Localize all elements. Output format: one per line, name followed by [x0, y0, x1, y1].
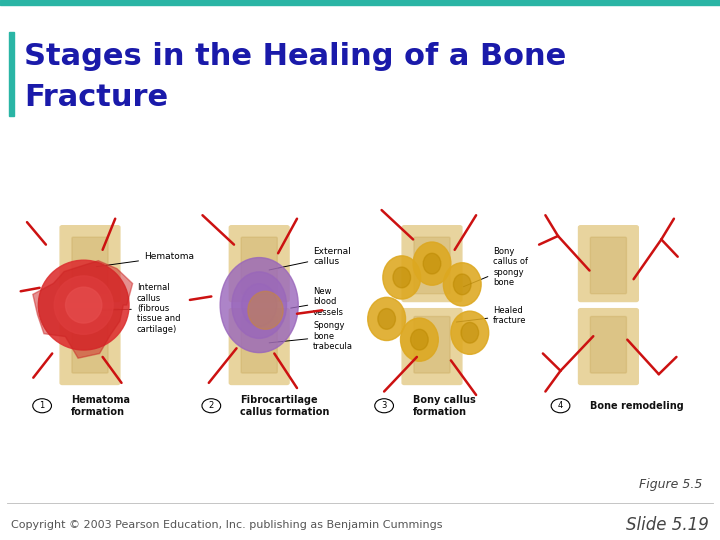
Circle shape: [33, 399, 52, 413]
Text: New
blood
vessels: New blood vessels: [291, 287, 344, 316]
Ellipse shape: [232, 272, 287, 339]
FancyBboxPatch shape: [241, 237, 277, 294]
Text: 2: 2: [209, 401, 214, 410]
Ellipse shape: [242, 284, 276, 327]
FancyBboxPatch shape: [60, 309, 120, 384]
FancyBboxPatch shape: [414, 237, 450, 294]
Ellipse shape: [368, 298, 405, 341]
Text: Hematoma: Hematoma: [96, 252, 194, 267]
Ellipse shape: [248, 291, 283, 329]
Ellipse shape: [413, 242, 451, 285]
FancyBboxPatch shape: [72, 237, 108, 294]
Ellipse shape: [400, 318, 438, 361]
Ellipse shape: [444, 263, 481, 306]
FancyBboxPatch shape: [60, 226, 120, 301]
Ellipse shape: [38, 260, 129, 350]
FancyBboxPatch shape: [241, 316, 277, 373]
Ellipse shape: [66, 287, 102, 323]
Ellipse shape: [378, 308, 395, 329]
Bar: [9, 32, 14, 116]
FancyBboxPatch shape: [229, 226, 289, 301]
Bar: [0, 0, 720, 5]
FancyBboxPatch shape: [402, 309, 462, 384]
Ellipse shape: [461, 322, 479, 343]
Circle shape: [552, 399, 570, 413]
Text: Bone remodeling: Bone remodeling: [590, 401, 683, 411]
Text: Fracture: Fracture: [24, 83, 168, 112]
Ellipse shape: [220, 258, 298, 353]
Ellipse shape: [383, 256, 420, 299]
Text: Spongy
bone
trabecula: Spongy bone trabecula: [269, 321, 354, 351]
Text: External
callus: External callus: [269, 247, 351, 270]
Text: Healed
fracture: Healed fracture: [456, 306, 527, 325]
FancyBboxPatch shape: [579, 226, 638, 301]
Circle shape: [374, 399, 394, 413]
Text: Internal
callus
(fibrous
tissue and
cartilage): Internal callus (fibrous tissue and cart…: [100, 284, 180, 334]
Ellipse shape: [54, 276, 113, 334]
Text: 4: 4: [558, 401, 563, 410]
FancyBboxPatch shape: [229, 309, 289, 384]
Text: Fibrocartilage
callus formation: Fibrocartilage callus formation: [240, 395, 330, 416]
Text: Bony callus
formation: Bony callus formation: [413, 395, 476, 416]
Text: Figure 5.5: Figure 5.5: [639, 478, 702, 491]
Ellipse shape: [410, 329, 428, 350]
Polygon shape: [33, 261, 132, 358]
FancyBboxPatch shape: [402, 226, 462, 301]
Text: Bony
callus of
spongy
bone: Bony callus of spongy bone: [464, 247, 528, 287]
Ellipse shape: [454, 274, 471, 295]
Text: Stages in the Healing of a Bone: Stages in the Healing of a Bone: [24, 42, 566, 71]
Circle shape: [202, 399, 220, 413]
Text: 1: 1: [40, 401, 45, 410]
Ellipse shape: [451, 311, 489, 354]
FancyBboxPatch shape: [414, 316, 450, 373]
Text: Copyright © 2003 Pearson Education, Inc. publishing as Benjamin Cummings: Copyright © 2003 Pearson Education, Inc.…: [11, 520, 442, 530]
Text: Hematoma
formation: Hematoma formation: [71, 395, 130, 416]
FancyBboxPatch shape: [72, 316, 108, 373]
FancyBboxPatch shape: [590, 237, 626, 294]
FancyBboxPatch shape: [590, 316, 626, 373]
Ellipse shape: [423, 253, 441, 274]
FancyBboxPatch shape: [579, 309, 638, 384]
Ellipse shape: [393, 267, 410, 288]
Text: 3: 3: [382, 401, 387, 410]
Text: Slide 5.19: Slide 5.19: [626, 516, 709, 534]
